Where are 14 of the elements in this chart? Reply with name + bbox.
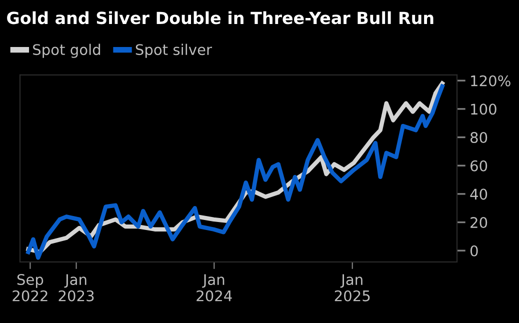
x-tick-label: Jan 2023: [58, 274, 94, 302]
y-tick-label: 100: [471, 104, 496, 115]
y-tick-label: 20: [470, 217, 488, 228]
chart-title: Gold and Silver Double in Three-Year Bull Run: [7, 11, 434, 24]
y-tick-label: 0: [470, 245, 478, 256]
y-tick-label: 80: [470, 132, 488, 144]
x-tick-label: Jan 2025: [334, 274, 370, 302]
legend-label: Spot gold: [33, 44, 100, 58]
y-tick-label: 60: [470, 160, 488, 172]
legend-label: Spot silver: [136, 44, 212, 58]
y-tick-label: 40: [470, 188, 488, 200]
x-tick-label: Sep 2022: [12, 274, 48, 302]
x-tick-label: Jan 2024: [196, 274, 232, 302]
y-tick-label: 120%: [471, 75, 510, 86]
